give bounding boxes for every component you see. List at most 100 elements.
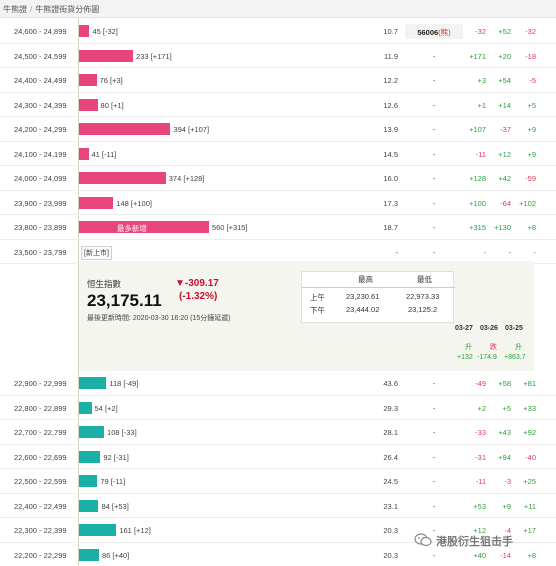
date-col-1: 03-27 bbox=[455, 325, 473, 332]
strike-range: 23,800 - 23,899 bbox=[14, 223, 67, 232]
table-row: 24,500 - 24,599 233 [+171] 11.9 - +171 +20 -18 bbox=[0, 44, 556, 68]
table-row: 22,300 - 22,399 161 [+12] 20.3 - +12 -4 +17 bbox=[0, 518, 556, 543]
bar-label: 54 [+2] bbox=[94, 403, 118, 413]
code-cell[interactable]: 56006(熊) bbox=[405, 24, 463, 39]
leverage-value: 23.1 bbox=[383, 501, 398, 511]
bear-bar[interactable] bbox=[79, 426, 105, 438]
leverage-value: 10.7 bbox=[383, 27, 398, 36]
table-row: 23,800 - 23,899 最多新增 560 [+315] 18.7 - +315 +1… bbox=[0, 215, 556, 240]
leverage-value: 17.3 bbox=[383, 198, 398, 208]
bar-label: 84 [+53] bbox=[101, 501, 129, 511]
bull-bar[interactable] bbox=[79, 49, 134, 62]
bull-bar[interactable] bbox=[79, 25, 90, 37]
bull-bar[interactable] bbox=[79, 98, 98, 111]
strike-range: 24,300 - 24,399 bbox=[14, 100, 67, 110]
change-day-2: -3 bbox=[504, 477, 511, 486]
bar-label: 148 [+100] bbox=[116, 198, 152, 208]
bar-label: 161 [+12] bbox=[119, 526, 151, 535]
change-day-2: -64 bbox=[500, 198, 511, 208]
date-col-3: 03-25 bbox=[505, 325, 523, 332]
code-value: - bbox=[432, 100, 436, 110]
code-cell: - bbox=[405, 196, 463, 211]
change-day-3: -32 bbox=[525, 27, 536, 36]
strike-range: 24,400 - 24,499 bbox=[14, 76, 67, 85]
strike-range: 22,900 - 22,999 bbox=[14, 379, 67, 388]
strike-range: 22,400 - 22,499 bbox=[14, 501, 67, 511]
table-row: 22,200 - 22,299 86 [+40] 20.3 - +40 -14 +8 bbox=[0, 543, 556, 566]
change-day-1: +128 bbox=[469, 174, 486, 183]
bear-bar[interactable] bbox=[79, 401, 92, 414]
change-day-1: +100 bbox=[469, 198, 486, 208]
leverage-value: 43.6 bbox=[383, 379, 398, 388]
code-cell: - bbox=[405, 73, 463, 88]
strike-range: 24,100 - 24,199 bbox=[14, 149, 67, 159]
table-row: 24,100 - 24,199 41 [-11] 14.5 - -11 +12 +9 bbox=[0, 142, 556, 166]
change-day-1: +315 bbox=[469, 223, 486, 232]
direction-2: 跌 bbox=[490, 344, 497, 351]
bear-bar[interactable] bbox=[79, 499, 99, 512]
leverage-value: 13.9 bbox=[383, 125, 398, 134]
leverage-value: 16.0 bbox=[383, 174, 398, 183]
breadcrumb-item-cbbc[interactable]: 牛熊證 bbox=[3, 5, 27, 14]
change-day-1: +171 bbox=[469, 51, 486, 61]
code-cell: - bbox=[405, 376, 463, 391]
bear-bar[interactable] bbox=[79, 548, 99, 561]
high-low-table: 最高 最低 上午 23,230.61 22,973.33 下午 23,444.0… bbox=[301, 271, 455, 323]
total-2: -174.9 bbox=[477, 354, 497, 361]
morning-low: 22,973.33 bbox=[406, 292, 440, 301]
bear-bar[interactable] bbox=[79, 524, 117, 536]
date-col-2: 03-26 bbox=[480, 325, 498, 332]
bear-bar[interactable] bbox=[79, 450, 101, 463]
leverage-value: 20.3 bbox=[383, 526, 398, 535]
code-value: - bbox=[432, 125, 436, 134]
code-cell: - bbox=[405, 474, 463, 489]
leverage-value: - bbox=[395, 247, 399, 257]
code-cell: - bbox=[405, 548, 463, 563]
code-value: - bbox=[432, 51, 436, 61]
total-3: +863.7 bbox=[504, 354, 526, 361]
change-day-3: +9 bbox=[527, 125, 536, 134]
table-row: 24,200 - 24,299 394 [+107] 13.9 - +107 -37 +9 bbox=[0, 117, 556, 142]
bull-bar[interactable] bbox=[79, 172, 166, 184]
code-cell: - bbox=[405, 401, 463, 416]
bull-bar[interactable] bbox=[79, 123, 171, 135]
bear-bar[interactable] bbox=[79, 377, 107, 389]
change-day-3: +9 bbox=[527, 149, 536, 159]
change-day-2: +130 bbox=[494, 223, 511, 232]
bar-label: 92 [-31] bbox=[103, 452, 129, 462]
morning-label: 上午 bbox=[310, 293, 325, 302]
table-row: 23,900 - 23,999 148 [+100] 17.3 - +100 -64 +10… bbox=[0, 191, 556, 215]
code-value: - bbox=[432, 550, 436, 560]
table-row: 24,600 - 24,899 45 [-32] 10.7 56006(熊) -32 +5… bbox=[0, 19, 556, 44]
change-day-1: -32 bbox=[475, 27, 486, 36]
bull-bar[interactable] bbox=[79, 147, 89, 160]
leverage-value: 20.3 bbox=[383, 550, 398, 560]
bull-bar[interactable] bbox=[79, 196, 114, 209]
change-day-3: +81 bbox=[523, 379, 536, 388]
bar-label: 86 [+40] bbox=[101, 550, 130, 560]
index-value: 23,175.11 bbox=[87, 291, 162, 310]
change-day-3: -40 bbox=[525, 452, 536, 462]
change-day-2: +94 bbox=[498, 452, 511, 462]
code-value: - bbox=[432, 403, 436, 413]
hsi-index-panel: 恒生指數 23,175.11 ▼-309.17 (-1.32%) 最後更新時間:… bbox=[79, 261, 534, 371]
bull-bar[interactable] bbox=[79, 74, 97, 86]
bar-label: 108 [-33] bbox=[107, 428, 137, 437]
change-day-1: - bbox=[483, 247, 487, 257]
change-day-1: +40 bbox=[473, 550, 486, 560]
change-day-3: +102 bbox=[519, 198, 536, 208]
index-change: ▼-309.17 bbox=[175, 278, 219, 289]
strike-range: 23,500 - 23,799 bbox=[14, 247, 67, 257]
bull-bar[interactable] bbox=[79, 221, 209, 233]
divider-line bbox=[78, 18, 79, 566]
code-value: - bbox=[432, 198, 436, 208]
watermark-text: 港股衍生狙击手 bbox=[436, 536, 513, 548]
bar-label: 394 [+107] bbox=[173, 125, 210, 134]
low-header: 最低 bbox=[417, 275, 432, 284]
change-day-1: -33 bbox=[475, 428, 486, 437]
code-value: - bbox=[432, 477, 436, 486]
change-day-3: +11 bbox=[523, 501, 536, 511]
bear-bar[interactable] bbox=[79, 475, 98, 487]
change-day-1: -11 bbox=[475, 477, 486, 486]
code-value: - bbox=[432, 149, 436, 159]
